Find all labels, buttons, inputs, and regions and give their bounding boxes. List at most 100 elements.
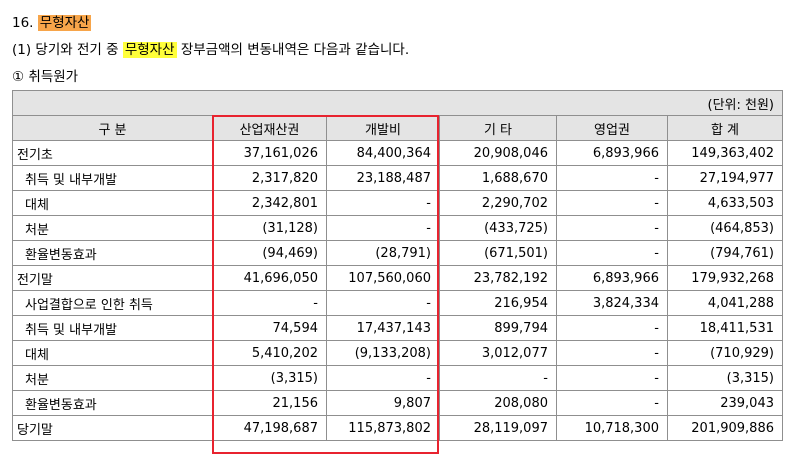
row-label: 전기초 [12, 140, 213, 166]
table-cell: 216,954 [439, 290, 557, 316]
table-row: 사업결합으로 인한 취득 - -216,954 3,824,334 4,041,288 [12, 290, 783, 316]
unit-row: (단위: 천원) [12, 90, 783, 116]
table-cell: 5,410,202 [212, 340, 327, 366]
table-row: 환율변동효과 (94,469) (28,791) (671,501) - (794,761… [12, 240, 783, 266]
column-header: 구 분 [12, 115, 213, 141]
table-cell: 37,161,026 [212, 140, 327, 166]
table-cell: - [556, 240, 668, 266]
table-cell: 23,188,487 [326, 165, 440, 191]
table-cell: 18,411,531 [667, 315, 783, 341]
table-cell: 107,560,060 [326, 265, 440, 291]
table-cell: 21,156 [212, 390, 327, 416]
row-label: 환율변동효과 [12, 390, 213, 416]
table-row: 처분 (31,128) - (433,725) - (464,853) [12, 215, 783, 241]
table-cell: - [556, 365, 668, 391]
table-cell: - [326, 215, 440, 241]
table-cell: 20,908,046 [439, 140, 557, 166]
intro-suffix: 장부금액의 변동내역은 다음과 같습니다. [180, 42, 410, 58]
table-row: 취득 및 내부개발 2,317,820 23,188,487 1,688,670-27… [12, 165, 783, 191]
table-cell: 179,932,268 [667, 265, 783, 291]
row-label: 취득 및 내부개발 [12, 165, 213, 191]
intangible-assets-table: (단위: 천원) 구 분 산업재산권 개발비 기 타 영업권 합 계 전기초 37,161,02… [12, 90, 783, 441]
table-cell: 23,782,192 [439, 265, 557, 291]
table-cell: 27,194,977 [667, 165, 783, 191]
row-label: 당기말 [12, 415, 213, 441]
table-cell: 201,909,886 [667, 415, 783, 441]
table-row: 취득 및 내부개발 74,594 17,437,143 899,794-18,411,… [12, 315, 783, 341]
column-header: 영업권 [556, 115, 668, 141]
table-cell: 17,437,143 [326, 315, 440, 341]
table-cell: (28,791) [326, 240, 440, 266]
row-label: 처분 [12, 215, 213, 241]
unit-label: (단위: 천원) [12, 90, 783, 116]
table-cell: 3,824,334 [556, 290, 668, 316]
table-cell: 74,594 [212, 315, 327, 341]
table-row: 대체 5,410,202 (9,133,208) 3,012,077- (710,929… [12, 340, 783, 366]
table-cell: 6,893,966 [556, 140, 668, 166]
header-row: 구 분 산업재산권 개발비 기 타 영업권 합 계 [12, 115, 783, 141]
table-row: 대체 2,342,801-2,290,702-4,633,503 [12, 190, 783, 216]
table-cell: - [326, 190, 440, 216]
sub-heading: ① 취득원가 [12, 69, 79, 85]
table-row: 당기말 47,198,687 115,873,802 28,119,097 10,718… [12, 415, 783, 441]
table-cell: 84,400,364 [326, 140, 440, 166]
table-cell: 4,041,288 [667, 290, 783, 316]
table-row: 환율변동효과 21,156 9,807 208,080-239,043 [12, 390, 783, 416]
table-cell: - [556, 165, 668, 191]
column-header: 산업재산권 [212, 115, 327, 141]
table-cell: (433,725) [439, 215, 557, 241]
table-row: 전기초 37,161,026 84,400,364 20,908,046 6,893,9… [12, 140, 783, 166]
table-cell: - [326, 365, 440, 391]
table-cell: 1,688,670 [439, 165, 557, 191]
column-header: 기 타 [439, 115, 557, 141]
table-cell: 4,633,503 [667, 190, 783, 216]
table-cell: (794,761) [667, 240, 783, 266]
table-cell: 10,718,300 [556, 415, 668, 441]
table-cell: (3,315) [667, 365, 783, 391]
table-cell: (464,853) [667, 215, 783, 241]
intro-highlight: 무형자산 [122, 42, 177, 58]
intro-prefix: (1) 당기와 전기 중 [12, 42, 119, 58]
table-cell: (671,501) [439, 240, 557, 266]
intro-sentence: (1) 당기와 전기 중 무형자산 장부금액의 변동내역은 다음과 같습니다. [12, 40, 409, 60]
table-cell: - [556, 215, 668, 241]
section-title: 무형자산 [37, 15, 92, 31]
section-heading: 16. 무형자산 [12, 13, 92, 33]
table-row: 전기말 41,696,050 107,560,060 23,782,192 6,893,… [12, 265, 783, 291]
row-label: 취득 및 내부개발 [12, 315, 213, 341]
table-cell: 239,043 [667, 390, 783, 416]
table-cell: 9,807 [326, 390, 440, 416]
row-label: 대체 [12, 340, 213, 366]
table-cell: - [326, 290, 440, 316]
table-cell: 2,317,820 [212, 165, 327, 191]
row-label: 환율변동효과 [12, 240, 213, 266]
table-cell: 3,012,077 [439, 340, 557, 366]
row-label: 대체 [12, 190, 213, 216]
section-number: 16. [12, 15, 34, 31]
table-cell: 47,198,687 [212, 415, 327, 441]
table-cell: (710,929) [667, 340, 783, 366]
column-header: 합 계 [667, 115, 783, 141]
table-cell: - [439, 365, 557, 391]
column-header: 개발비 [326, 115, 440, 141]
table-cell: 28,119,097 [439, 415, 557, 441]
table-cell: 208,080 [439, 390, 557, 416]
row-label: 전기말 [12, 265, 213, 291]
table-cell: (31,128) [212, 215, 327, 241]
table-cell: - [556, 340, 668, 366]
table-cell: 149,363,402 [667, 140, 783, 166]
table-cell: 41,696,050 [212, 265, 327, 291]
table-cell: (9,133,208) [326, 340, 440, 366]
table-cell: (94,469) [212, 240, 327, 266]
table-cell: 2,342,801 [212, 190, 327, 216]
row-label: 처분 [12, 365, 213, 391]
table-cell: (3,315) [212, 365, 327, 391]
row-label: 사업결합으로 인한 취득 [12, 290, 213, 316]
table-cell: - [212, 290, 327, 316]
table-cell: 899,794 [439, 315, 557, 341]
table-cell: - [556, 390, 668, 416]
table-cell: - [556, 190, 668, 216]
table-cell: 6,893,966 [556, 265, 668, 291]
table-cell: 115,873,802 [326, 415, 440, 441]
table-cell: - [556, 315, 668, 341]
